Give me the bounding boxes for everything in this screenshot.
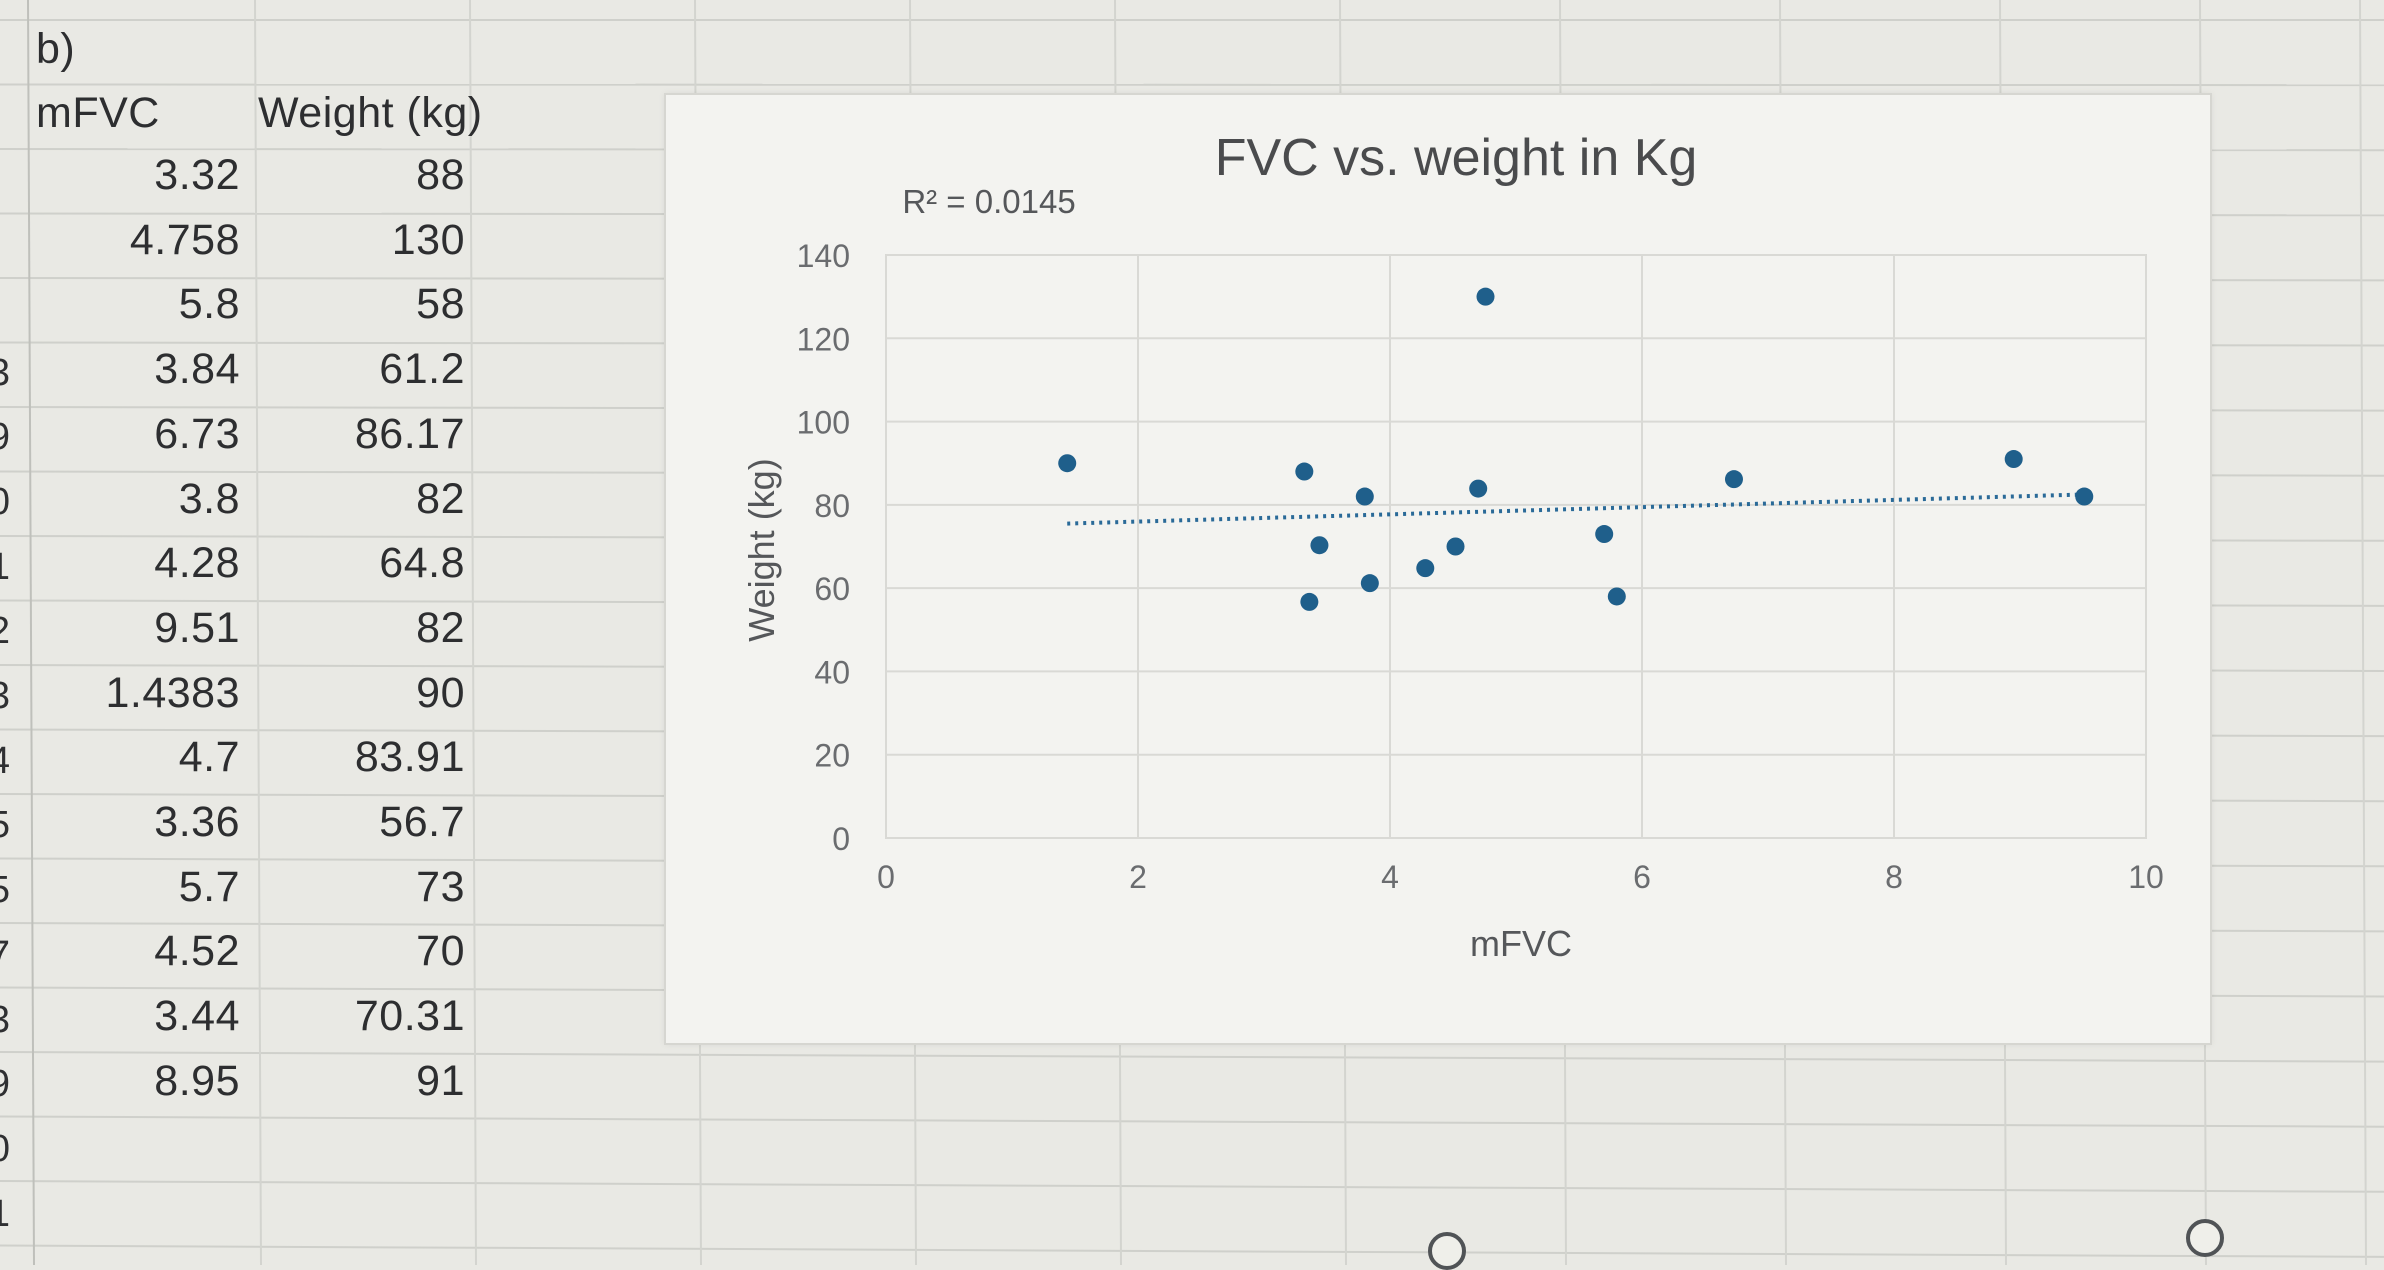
data-point[interactable] — [1300, 592, 1319, 611]
mfvc-cell[interactable]: 3.36 — [154, 798, 240, 846]
sheet-column-line — [2359, 0, 2367, 1265]
y-tick-label: 80 — [814, 488, 850, 524]
chart-title[interactable]: FVC vs. weight in Kg — [1215, 129, 1698, 187]
data-point[interactable] — [1724, 470, 1743, 489]
mfvc-cell[interactable]: 3.84 — [154, 345, 240, 394]
x-tick-label: 6 — [1633, 859, 1651, 895]
row-number[interactable]: 9 — [0, 1065, 10, 1103]
sheet-row-line — [0, 1051, 2384, 1063]
sheet-row-line — [0, 83, 2384, 87]
data-point[interactable] — [2004, 450, 2023, 469]
y-tick-label: 0 — [832, 821, 850, 857]
data-point[interactable] — [1058, 454, 1077, 473]
mfvc-cell[interactable]: 8.95 — [154, 1056, 240, 1105]
chart-area[interactable]: FVC vs. weight in Kg R² = 0.0145 mFVC We… — [664, 93, 2212, 1045]
data-point[interactable] — [1476, 287, 1495, 306]
mfvc-cell[interactable]: 4.758 — [129, 215, 240, 264]
y-tick-label: 140 — [797, 238, 850, 274]
data-point[interactable] — [1355, 487, 1374, 506]
weight-cell[interactable]: 58 — [416, 280, 465, 329]
row-number[interactable]: 3 — [0, 354, 10, 392]
row-number[interactable]: 2 — [0, 612, 10, 650]
weight-cell[interactable]: 64.8 — [379, 539, 465, 588]
mfvc-cell[interactable]: 5.8 — [178, 280, 240, 329]
weight-cell[interactable]: 70 — [416, 927, 465, 976]
data-point[interactable] — [1595, 525, 1614, 544]
y-axis-title[interactable]: Weight (kg) — [741, 458, 782, 641]
weight-cell[interactable]: 130 — [391, 215, 465, 264]
mfvc-cell[interactable]: 4.52 — [154, 927, 240, 976]
x-tick-label: 2 — [1129, 859, 1147, 895]
sheet-column-line — [469, 0, 477, 1265]
section-label-cell[interactable]: b) — [36, 25, 76, 73]
row-number[interactable]: 1 — [0, 1195, 10, 1233]
row-number[interactable]: 1 — [0, 548, 10, 586]
sheet-row-line — [0, 1244, 2384, 1258]
trendline — [1067, 492, 2085, 526]
resize-handle-right[interactable] — [2186, 1219, 2224, 1257]
x-tick-label: 10 — [2128, 859, 2164, 895]
plot-area: 0 20 40 60 80 100 120 140 0 2 4 6 8 10 — [797, 238, 2164, 895]
data-point[interactable] — [1416, 559, 1435, 578]
mfvc-cell[interactable]: 9.51 — [154, 603, 240, 652]
header-mfvc-cell[interactable]: mFVC — [36, 89, 160, 137]
y-tick-label: 60 — [814, 571, 850, 607]
row-number[interactable]: 7 — [0, 936, 10, 974]
data-point[interactable] — [2075, 487, 2094, 506]
mfvc-cell[interactable]: 5.7 — [178, 862, 240, 911]
mfvc-cell[interactable]: 4.7 — [178, 733, 240, 782]
x-tick-label: 4 — [1381, 859, 1399, 895]
weight-cell[interactable]: 56.7 — [379, 798, 465, 846]
mfvc-cell[interactable]: 4.28 — [154, 539, 240, 588]
mfvc-cell[interactable]: 3.44 — [154, 992, 240, 1041]
weight-cell[interactable]: 73 — [416, 862, 465, 911]
header-weight-cell[interactable]: Weight (kg) — [258, 89, 483, 137]
row-number[interactable]: 3 — [0, 677, 10, 715]
scatter-chart: FVC vs. weight in Kg R² = 0.0145 mFVC We… — [741, 129, 2164, 964]
data-point[interactable] — [1295, 462, 1314, 481]
weight-cell[interactable]: 86.17 — [354, 409, 465, 458]
resize-handle-left[interactable] — [1428, 1232, 1466, 1270]
y-tick-label: 120 — [797, 321, 850, 357]
sheet-row-line — [0, 1180, 2384, 1193]
x-tick-label: 0 — [877, 859, 895, 895]
r-squared-label[interactable]: R² = 0.0145 — [902, 183, 1075, 220]
y-tick-label: 20 — [814, 738, 850, 774]
sheet-column-line — [254, 0, 262, 1265]
mfvc-cell[interactable]: 1.4383 — [105, 668, 240, 717]
mfvc-cell[interactable]: 3.32 — [154, 151, 240, 199]
sheet-column-line — [27, 0, 35, 1265]
weight-cell[interactable]: 88 — [416, 151, 465, 199]
row-number[interactable]: 3 — [0, 1001, 10, 1039]
data-point[interactable] — [1607, 587, 1626, 606]
row-number[interactable]: 9 — [0, 418, 10, 456]
data-point[interactable] — [1310, 536, 1329, 555]
mfvc-cell[interactable]: 3.8 — [178, 474, 240, 523]
plot-border — [885, 254, 2147, 839]
x-axis-title[interactable]: mFVC — [1470, 923, 1572, 964]
row-number[interactable]: 4 — [0, 742, 10, 780]
row-number[interactable]: 5 — [0, 871, 10, 909]
weight-cell[interactable]: 90 — [416, 668, 465, 717]
weight-cell[interactable]: 61.2 — [379, 345, 465, 394]
y-tick-label: 40 — [814, 654, 850, 690]
weight-cell[interactable]: 91 — [416, 1056, 465, 1105]
x-tick-label: 8 — [1885, 859, 1903, 895]
data-point[interactable] — [1469, 479, 1488, 498]
row-number[interactable]: 0 — [0, 483, 10, 521]
mfvc-cell[interactable]: 6.73 — [154, 409, 240, 458]
data-point[interactable] — [1446, 537, 1465, 556]
data-point[interactable] — [1360, 574, 1379, 593]
row-number[interactable]: 0 — [0, 1130, 10, 1168]
weight-cell[interactable]: 70.31 — [354, 992, 465, 1041]
y-tick-label: 100 — [797, 405, 850, 441]
row-number[interactable]: 5 — [0, 806, 10, 844]
weight-cell[interactable]: 82 — [416, 603, 465, 652]
weight-cell[interactable]: 83.91 — [354, 733, 465, 782]
weight-cell[interactable]: 82 — [416, 474, 465, 523]
sheet-row-line — [0, 1115, 2384, 1128]
